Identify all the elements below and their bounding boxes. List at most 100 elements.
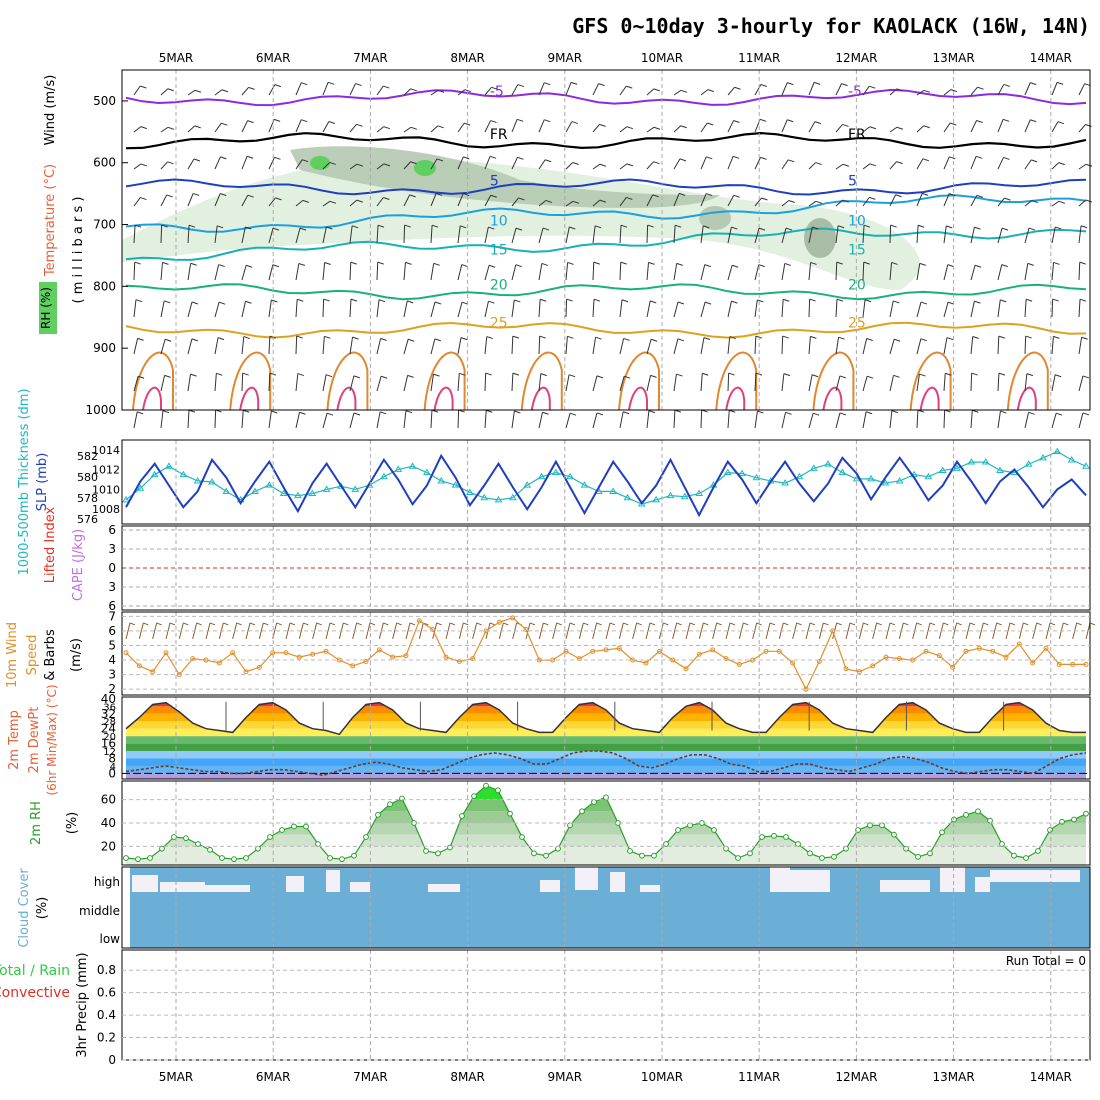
rh-tick-label: 20 [101,839,116,853]
wind-barb [646,339,652,355]
wind-barb-flag [351,225,359,229]
wind10-marker [310,651,316,657]
wind10-barb [538,622,544,640]
isotherm-line [132,351,174,411]
wind-barb-flag [653,161,660,165]
isotherm-line [919,386,940,411]
wind-barb-flag [1057,121,1065,125]
wind-barb [430,410,433,429]
rh-legend-swatch [39,282,57,334]
wind10-marker [736,661,742,667]
isotherm-line [125,131,1087,150]
wind-barb [349,375,355,392]
wind-barb-flag [541,262,548,266]
wind-barb-flag [815,200,823,204]
thickness-marker [494,495,503,503]
wind-barb-flag [350,261,357,265]
wind-barb [592,199,601,207]
dewpoint-line [125,750,1087,777]
li-tick-label: 6 [108,599,116,613]
rh-marker [1071,816,1077,823]
isotherm-label: 15 [848,243,866,259]
wind10-marker [816,659,822,665]
wind-barb [970,301,975,318]
isotherm-label: 15 [490,243,508,259]
wind-barb [511,410,515,429]
wind10-barb-flag [143,622,149,626]
wind-barb [1024,159,1032,170]
wind-barb-flag [946,225,953,229]
wind-barb [268,84,276,96]
wind-barb [943,89,952,96]
wind-barb [727,195,735,207]
wind-barb [889,410,893,429]
wind-barb [430,89,439,96]
wind10-barb-flag [1023,622,1029,626]
wind-barb [916,158,924,170]
wind10-barb-flag [156,622,162,626]
rh-marker [939,829,945,836]
wind-barb [592,299,595,318]
wind-barb [592,163,601,170]
wind-barb-flag [514,299,521,303]
wind10-barb-flag [263,622,269,626]
wind-barb-flag [728,372,735,376]
rh-marker [639,852,645,859]
wind-barb-flag [702,372,709,376]
wind-barb [997,119,1004,133]
wind-barb [1078,262,1081,281]
wind-barb-flag [1030,82,1037,86]
wind10-barb [725,622,731,640]
isotherm-line [520,351,563,411]
rh-marker [483,782,489,789]
wind-barb [538,159,546,170]
wind-barb-flag [137,375,145,379]
x-tick-label-top: 11MAR [738,51,780,65]
wind-barb [457,302,463,318]
wind-barb-flag [164,338,172,342]
temp-tick-label: 16 [101,737,116,751]
wind-barb [160,410,164,429]
thickness-marker [423,468,431,476]
rh-marker [519,834,525,840]
wind-barb [511,84,519,96]
wind-barb-flag [810,335,817,339]
wind-barb-flag [246,155,254,159]
wind-barb-flag [566,298,573,302]
rh-marker [147,855,153,861]
wind-barb-flag [572,162,579,165]
wind-barb [1078,299,1081,318]
wind-barb-flag [539,335,546,339]
wind-barb [808,299,811,318]
wind-barb [1051,162,1060,170]
slp-tick-label: 1014 [92,444,120,457]
wind-barb-flag [1079,261,1086,265]
wind-barb-flag [243,336,250,340]
wind-barb [457,264,463,281]
wind-barb [376,197,384,207]
wind-barb [943,193,950,207]
wind-barb [673,410,676,429]
wind-barb [484,265,490,281]
rh-marker [987,817,993,824]
wind10-barb [965,622,971,640]
wind-barb [511,336,514,355]
wind-barb [511,157,518,170]
wind10-marker [643,660,649,666]
wind10-marker [923,648,929,654]
wind-barb [457,410,460,429]
wind-barb-flag [787,119,794,123]
isotherm-line [423,351,466,411]
rh-marker [303,823,309,830]
y-tick-label: 1000 [85,403,116,417]
wind-barb [754,227,760,244]
wind-barb-flag [623,337,630,341]
wind-barb [295,82,302,96]
wind-barb [835,199,844,207]
wind-barb-flag [704,264,711,268]
wind-barb-flag [299,227,307,231]
thickness-marker [408,462,417,469]
wind-barb-flag [464,89,472,93]
wind10-barb-flag [329,622,336,626]
